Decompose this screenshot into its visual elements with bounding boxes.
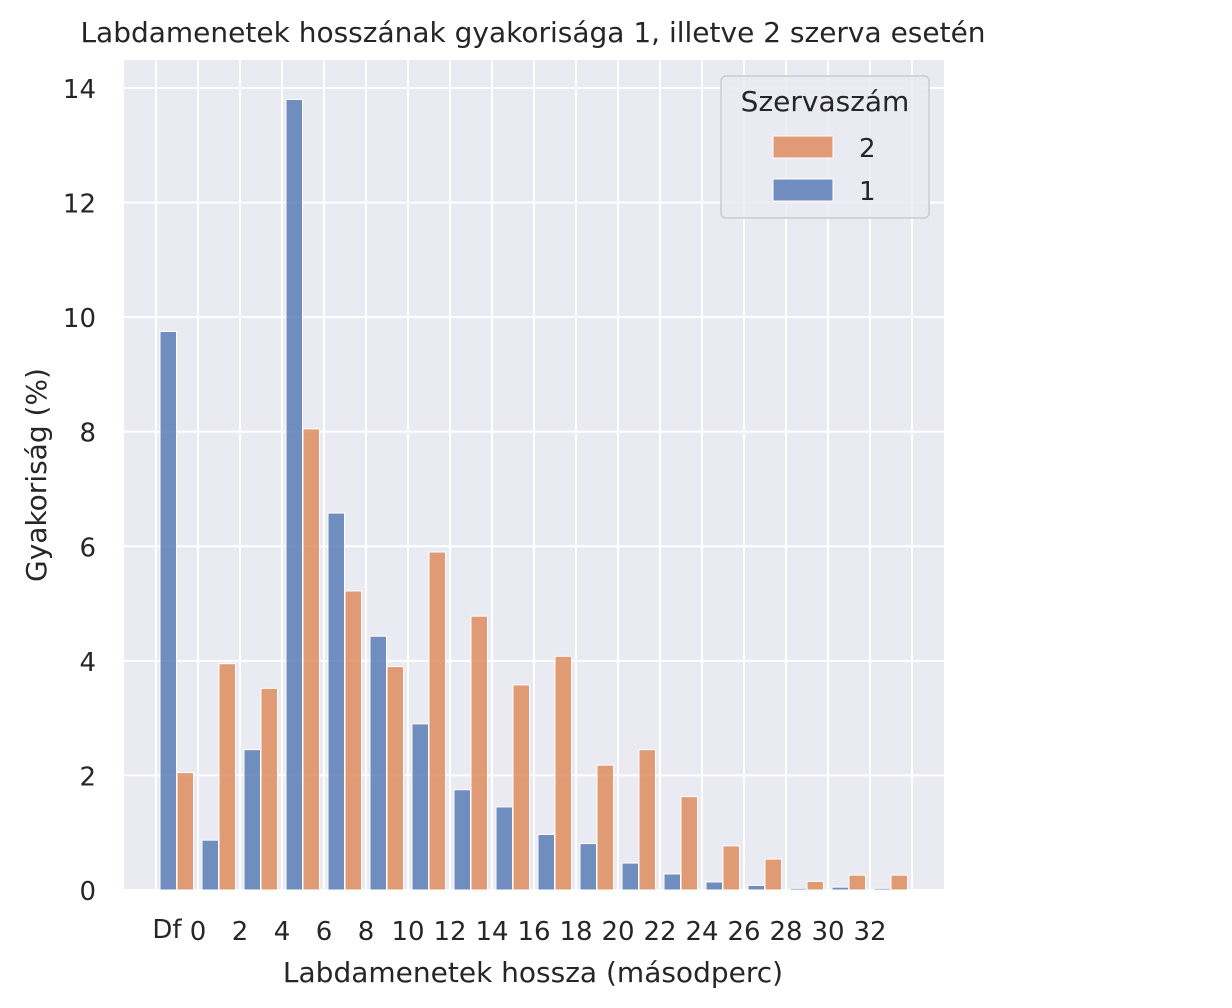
bar-series-2-8-10 [386,666,404,891]
bar-series-2-20-22 [638,749,656,891]
y-tick-label: 14 [63,75,96,105]
bar-series-1-30-32 [831,886,849,891]
bar-series-2-6-8 [344,590,362,891]
x-tick-label: 32 [853,917,886,947]
legend: Szervaszám 2 1 [720,75,930,219]
bar-series-2-0-2 [218,663,236,891]
bar-series-2-24-26 [722,845,740,891]
legend-swatch-1 [772,178,834,202]
y-tick-labels: 0 2 4 6 8 10 12 14 [63,75,96,907]
x-tick-label: 16 [517,917,550,947]
bar-series-1-14-16 [495,806,513,891]
bar-series-1-0-2 [201,839,219,891]
bar-series-1-32-34 [873,887,891,891]
bar-series-1-16-18 [537,833,555,891]
bar-series-1-24-26 [705,881,723,891]
bar-series-2-16-18 [554,655,572,891]
bar-series-1-Df [159,330,177,891]
x-tick-label: 8 [358,917,375,947]
bar-series-2-Df [176,772,194,891]
bar-series-2-22-24 [680,796,698,891]
bar-series-2-18-20 [596,764,614,891]
y-tick-label: 4 [79,648,96,678]
bar-series-1-22-24 [663,873,681,891]
x-tick-label: 28 [769,917,802,947]
bar-series-1-26-28 [747,884,765,891]
x-tick-label: 24 [685,917,718,947]
bar-series-2-4-6 [302,428,320,891]
y-tick-label: 2 [79,762,96,792]
legend-label-1: 1 [859,177,876,207]
x-tick-label: 4 [274,917,291,947]
bar-series-1-28-30 [789,887,807,891]
x-tick-label: 10 [391,917,424,947]
bar-series-2-2-4 [260,687,278,891]
y-axis-label: Gyakoriság (%) [20,368,53,582]
x-tick-label-df: Df [152,915,182,945]
x-tick-label: 30 [811,917,844,947]
x-axis-label: Labdamenetek hossza (másodperc) [283,956,783,989]
x-tick-label: 22 [643,917,676,947]
bar-series-1-4-6 [285,98,303,891]
bar-series-2-26-28 [764,858,782,891]
y-tick-label: 8 [79,419,96,449]
y-tick-label: 10 [63,304,96,334]
bar-series-1-6-8 [327,512,345,891]
bar-series-2-28-30 [806,880,824,891]
x-tick-label: 2 [232,917,249,947]
legend-title: Szervaszám [741,85,910,118]
bar-series-2-10-12 [428,551,446,891]
bars [159,98,908,891]
x-tick-label: 6 [316,917,333,947]
x-tick-label: 0 [190,917,207,947]
grid [124,60,944,891]
bar-series-1-8-10 [369,635,387,891]
x-tick-label: 14 [475,917,508,947]
bar-series-1-12-14 [453,789,471,891]
bar-series-2-30-32 [848,874,866,891]
bar-series-2-32-34 [890,874,908,891]
legend-swatch-2 [772,135,834,159]
bar-series-2-14-16 [512,684,530,891]
y-tick-label: 6 [79,533,96,563]
legend-label-2: 2 [859,134,876,164]
bar-series-1-2-4 [243,749,261,891]
bar-series-2-12-14 [470,615,488,891]
x-tick-label: 20 [601,917,634,947]
x-tick-label: 18 [559,917,592,947]
bar-series-1-18-20 [579,843,597,891]
y-tick-label: 0 [79,877,96,907]
bar-series-1-10-12 [411,723,429,891]
x-tick-label: 26 [727,917,760,947]
chart-title: Labdamenetek hosszának gyakorisága 1, il… [80,16,985,49]
y-tick-label: 12 [63,190,96,220]
x-tick-label: 12 [433,917,466,947]
bar-series-1-20-22 [621,862,639,891]
